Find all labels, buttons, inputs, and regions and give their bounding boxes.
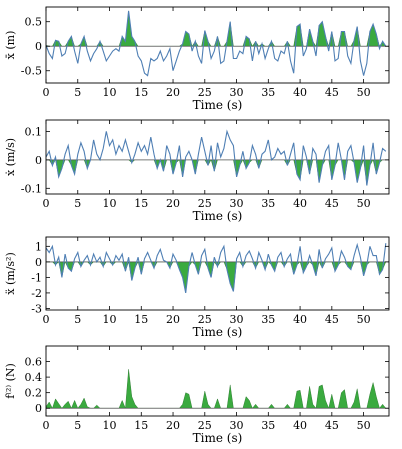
y-axis: -3 -2 -1 0 1 <box>31 240 389 315</box>
y-tick-label: 0 <box>35 154 42 167</box>
x-tick-label: 0 <box>43 419 50 432</box>
x-tick-label: 15 <box>134 86 148 99</box>
y-tick-label: 0 <box>35 256 42 269</box>
x-tick-label: 30 <box>230 197 244 210</box>
x-axis-label: Time (s) <box>193 209 243 223</box>
x-tick-label: 0 <box>43 197 50 210</box>
fill-region <box>46 10 387 47</box>
axes-frame <box>45 6 390 84</box>
x-axis-label: Time (s) <box>193 431 243 445</box>
axes-frame <box>45 236 390 311</box>
x-axis: 0 5 10 15 20 25 30 35 40 45 50 <box>43 237 371 326</box>
y-tick-label: 0.2 <box>25 387 43 400</box>
x-tick-label: 15 <box>134 197 148 210</box>
x-tick-label: 40 <box>293 419 307 432</box>
y-tick-label: -3 <box>31 302 42 315</box>
plot-area <box>46 369 389 409</box>
plot-area <box>46 10 389 77</box>
axes-frame <box>45 119 390 195</box>
x-tick-label: 25 <box>198 197 212 210</box>
axes-frame <box>45 345 390 417</box>
x-tick-label: 15 <box>134 419 148 432</box>
x-tick-label: 50 <box>357 419 371 432</box>
x-tick-label: 25 <box>198 86 212 99</box>
x-tick-label: 45 <box>325 419 339 432</box>
y-axis: -0.1 0 0.1 <box>21 125 389 195</box>
x-tick-label: 5 <box>74 86 81 99</box>
y-tick-label: 0 <box>35 402 42 415</box>
x-tick-label: 45 <box>325 313 339 326</box>
x-axis: 0 5 10 15 20 25 30 35 40 45 50 <box>43 346 371 432</box>
x-tick-label: 10 <box>103 313 117 326</box>
y-tick-label: -1 <box>31 271 42 284</box>
x-tick-label: 35 <box>261 86 275 99</box>
y-axis-label: ẍ (m/s²) <box>4 252 17 294</box>
x-tick-label: 10 <box>103 197 117 210</box>
y-tick-label: -2 <box>31 287 42 300</box>
y-axis: -0.5 0 0.5 <box>21 16 389 78</box>
x-tick-label: 40 <box>293 197 307 210</box>
x-axis-label: Time (s) <box>193 98 243 112</box>
y-tick-label: 0.5 <box>25 16 43 29</box>
plot-area <box>46 129 389 186</box>
x-tick-label: 10 <box>103 419 117 432</box>
x-tick-label: 35 <box>261 313 275 326</box>
x-tick-label: 35 <box>261 419 275 432</box>
x-axis: 0 5 10 15 20 25 30 35 40 45 50 <box>43 7 371 99</box>
chart-panel-3: 0 5 10 15 20 25 30 35 40 45 50 -3 -2 -1 0 1 Time (s) ẍ (m… <box>4 236 390 339</box>
x-axis: 0 5 10 15 20 25 30 35 40 45 50 <box>43 120 371 210</box>
x-tick-label: 25 <box>198 419 212 432</box>
y-axis-label: f⁽²⁾ (N) <box>4 363 17 399</box>
series-line <box>46 129 387 186</box>
series-line <box>46 242 387 294</box>
x-tick-label: 50 <box>357 86 371 99</box>
x-tick-label: 5 <box>74 313 81 326</box>
x-tick-label: 0 <box>43 86 50 99</box>
y-axis: 0 0.2 0.4 0.6 <box>25 356 389 415</box>
x-tick-label: 25 <box>198 313 212 326</box>
fill-region <box>46 369 387 409</box>
x-tick-label: 20 <box>166 86 180 99</box>
y-tick-label: -0.5 <box>21 65 42 78</box>
series-line <box>46 10 387 77</box>
x-tick-label: 20 <box>166 419 180 432</box>
y-axis-label: ẋ (m/s) <box>4 138 17 176</box>
x-tick-label: 45 <box>325 197 339 210</box>
x-tick-label: 20 <box>166 197 180 210</box>
y-tick-label: 0 <box>35 40 42 53</box>
x-tick-label: 30 <box>230 313 244 326</box>
y-tick-label: 0.4 <box>25 371 43 384</box>
x-tick-label: 15 <box>134 313 148 326</box>
x-tick-label: 0 <box>43 313 50 326</box>
chart-panel-4: 0 5 10 15 20 25 30 35 40 45 50 0 0.2 0.4 0.6 Time (s) f⁽… <box>4 345 390 445</box>
x-tick-label: 50 <box>357 197 371 210</box>
x-tick-label: 45 <box>325 86 339 99</box>
x-tick-label: 40 <box>293 86 307 99</box>
x-tick-label: 10 <box>103 86 117 99</box>
y-tick-label: 0.6 <box>25 356 43 369</box>
y-tick-label: 0.1 <box>25 125 43 138</box>
x-tick-label: 50 <box>357 313 371 326</box>
x-tick-label: 20 <box>166 313 180 326</box>
x-tick-label: 5 <box>74 197 81 210</box>
x-tick-label: 30 <box>230 419 244 432</box>
x-tick-label: 40 <box>293 313 307 326</box>
y-tick-label: -0.1 <box>21 182 42 195</box>
x-tick-label: 35 <box>261 197 275 210</box>
y-axis-label: x̄ (m) <box>4 31 17 60</box>
y-tick-label: 1 <box>35 240 42 253</box>
plot-area <box>46 242 389 294</box>
x-tick-label: 30 <box>230 86 244 99</box>
x-axis-label: Time (s) <box>193 325 243 339</box>
x-tick-label: 5 <box>74 419 81 432</box>
